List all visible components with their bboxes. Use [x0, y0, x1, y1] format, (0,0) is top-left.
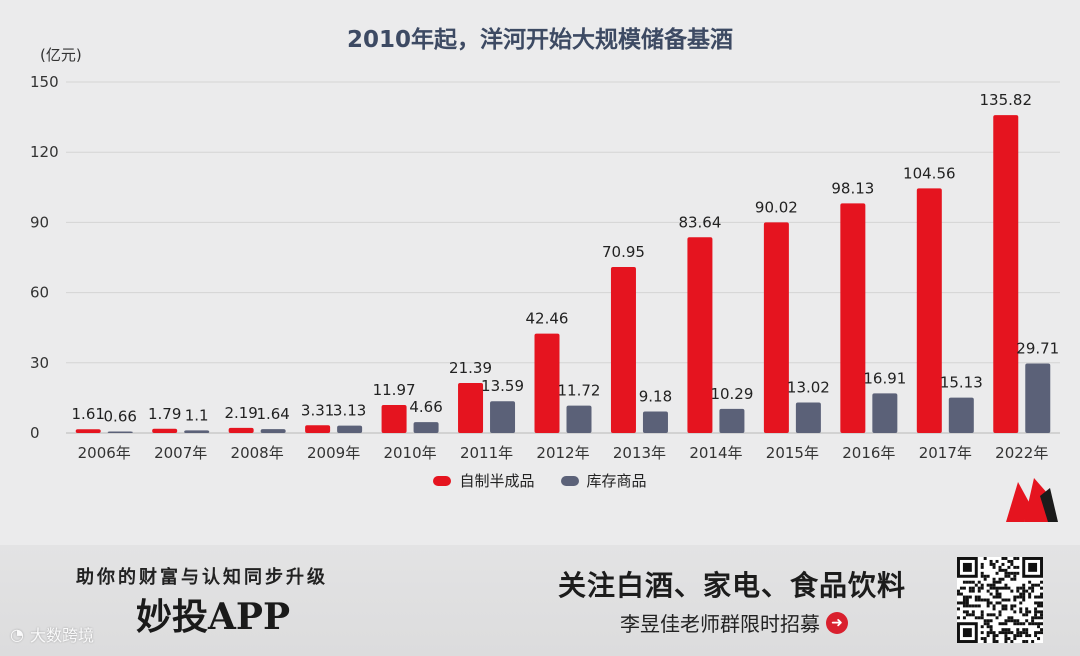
bar-inventory	[337, 425, 363, 433]
legend-swatch	[560, 475, 579, 486]
data-label: 135.82	[980, 91, 1033, 109]
data-label: 11.97	[373, 381, 416, 399]
data-label: 13.59	[481, 377, 524, 395]
banner-recruit[interactable]: 李昱佳老师群限时招募 ➜	[620, 608, 848, 637]
y-tick-label: 150	[30, 73, 59, 91]
bar-inventory	[490, 401, 516, 433]
watermark-text: 大数跨境	[29, 626, 94, 645]
data-label: 15.13	[940, 374, 983, 392]
x-tick-label: 2016年	[842, 444, 895, 462]
y-tick-label: 30	[30, 354, 49, 372]
x-tick-label: 2009年	[307, 444, 360, 462]
data-label: 0.66	[104, 407, 137, 425]
bar-self-made-semi	[152, 428, 178, 433]
data-label: 42.46	[526, 310, 569, 328]
data-label: 29.71	[1016, 339, 1059, 357]
data-label: 90.02	[755, 198, 798, 216]
banner-recruit-text: 李昱佳老师群限时招募	[620, 612, 820, 636]
chart-area: 2010年起，洋河开始大规模储备基酒 (亿元) 1.61 0.66 1.79 1.1 2…	[0, 27, 1080, 522]
bar-self-made-semi	[610, 266, 636, 433]
data-label: 16.91	[863, 369, 906, 387]
bar-self-made-semi	[381, 404, 407, 433]
x-tick-label: 2017年	[919, 444, 972, 462]
legend-label: 自制半成品	[459, 472, 535, 490]
data-label: 3.31	[301, 401, 334, 419]
x-tick-label: 2014年	[689, 444, 742, 462]
data-label: 1.61	[72, 405, 105, 423]
banner-follow-text: 关注白酒、家电、食品饮料	[558, 569, 907, 602]
qr-code-icon[interactable]	[957, 557, 1043, 643]
data-label: 83.64	[678, 213, 721, 231]
data-label: 104.56	[903, 164, 956, 182]
banner-slogan: 助你的财富与认知同步升级	[76, 567, 328, 588]
legend-swatch	[433, 475, 452, 486]
bar-inventory	[948, 397, 974, 433]
data-label: 13.02	[787, 379, 830, 397]
bar-inventory	[795, 402, 821, 433]
bar-self-made-semi	[763, 222, 789, 433]
data-label: 1.64	[256, 405, 289, 423]
data-label: 98.13	[831, 179, 874, 197]
bar-inventory	[642, 411, 668, 433]
x-tick-label: 2013年	[613, 444, 666, 462]
chart-title: 2010年起，洋河开始大规模储备基酒	[346, 27, 733, 53]
data-label: 10.29	[710, 385, 753, 403]
bar-inventory	[107, 431, 133, 433]
x-tick-label: 2006年	[78, 444, 131, 462]
bar-self-made-semi	[228, 427, 254, 433]
bar-inventory	[719, 408, 745, 433]
arrow-right-circle-icon[interactable]: ➜	[826, 611, 848, 634]
bar-inventory	[413, 422, 439, 433]
data-label: 21.39	[449, 359, 492, 377]
legend-item-series-0: 自制半成品	[433, 470, 535, 491]
data-label: 4.66	[409, 398, 442, 416]
legend-item-series-1: 库存商品	[560, 470, 647, 491]
bar-self-made-semi	[305, 425, 331, 433]
bar-self-made-semi	[916, 188, 942, 433]
x-tick-label: 2007年	[154, 444, 207, 462]
bar-self-made-semi	[75, 429, 101, 433]
x-tick-label: 2010年	[383, 444, 436, 462]
bar-inventory	[566, 405, 592, 433]
legend-label: 库存商品	[586, 472, 647, 490]
data-label: 9.18	[639, 388, 672, 406]
y-tick-label: 90	[30, 213, 49, 231]
bar-inventory	[872, 393, 898, 433]
bar-inventory	[184, 430, 210, 433]
y-tick-label: 60	[30, 284, 49, 302]
promo-banner	[0, 545, 1080, 656]
data-label: 1.79	[148, 405, 181, 423]
brand-logo-icon	[1006, 478, 1058, 522]
data-label: 70.95	[602, 243, 645, 261]
bar-self-made-semi	[840, 203, 866, 433]
data-label: 2.19	[224, 404, 257, 422]
x-tick-label: 2022年	[995, 444, 1048, 462]
bar-self-made-semi	[993, 115, 1019, 433]
banner-app-name: 妙投APP	[136, 596, 291, 638]
y-axis-unit: (亿元)	[40, 46, 82, 64]
bar-self-made-semi	[687, 237, 713, 433]
y-tick-label: 120	[30, 143, 59, 161]
x-tick-label: 2008年	[231, 444, 284, 462]
watermark: ◔ 大数跨境	[10, 622, 94, 646]
bar-inventory	[260, 429, 286, 433]
x-tick-label: 2012年	[536, 444, 589, 462]
bar-inventory	[1025, 363, 1051, 433]
bar-chart: 1.610.66 1.79 1.1 2.191.64 3.313.13 11.974.66…	[30, 73, 1060, 462]
watermark-logo-icon: ◔	[10, 624, 24, 644]
data-label: 11.72	[558, 382, 601, 400]
x-tick-label: 2011年	[460, 444, 513, 462]
chart-legend: 自制半成品 库存商品	[0, 470, 1080, 491]
x-tick-label: 2015年	[766, 444, 819, 462]
data-label: 1.1	[185, 406, 209, 424]
y-tick-label: 0	[30, 424, 40, 442]
bar-self-made-semi	[534, 333, 560, 433]
data-label: 3.13	[333, 402, 366, 420]
bar-self-made-semi	[458, 382, 484, 433]
